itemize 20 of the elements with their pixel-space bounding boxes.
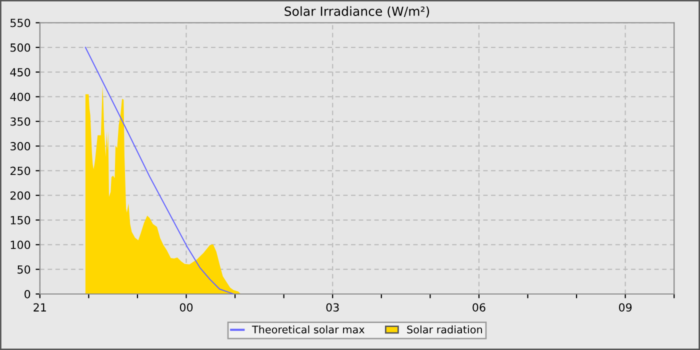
y-tick-label: 350 [10, 117, 30, 126]
x-tick-label: 09 [618, 303, 632, 312]
y-tick-label: 250 [10, 166, 30, 176]
chart-title: Solar Irradiance (W/m²) [284, 6, 430, 18]
y-tick-label: 500 [10, 43, 30, 52]
y-tick-label: 550 [10, 18, 30, 28]
y-tick-label: 300 [10, 142, 30, 150]
x-tick-label: 00 [180, 303, 193, 312]
x-tick-label: 03 [326, 303, 339, 312]
y-tick-label: 0 [24, 290, 30, 298]
y-tick-label: 200 [10, 191, 30, 200]
legend-label: Solar radiation [407, 325, 482, 334]
y-tick-label: 50 [18, 265, 30, 274]
y-tick-label: 100 [10, 240, 30, 250]
y-tick-label: 400 [10, 92, 30, 102]
x-tick-label: 21 [34, 303, 46, 312]
y-tick-label: 450 [10, 68, 30, 76]
legend-label: Theoretical solar max [252, 325, 364, 334]
x-tick-label: 06 [472, 303, 486, 312]
y-tick-label: 150 [10, 216, 30, 224]
